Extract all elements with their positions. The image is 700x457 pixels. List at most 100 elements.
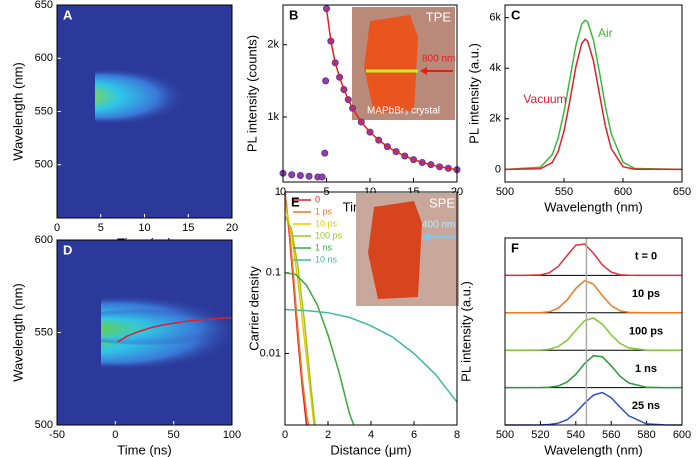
y-axis-label: PL intensity (counts) (244, 35, 259, 152)
x-tick-label: 10 (138, 222, 150, 234)
crystal (364, 15, 418, 113)
x-tick-label: 8 (454, 429, 460, 441)
x-tick-label: 580 (637, 429, 655, 441)
plot-frame (282, 4, 458, 183)
x-axis-label: Distance (μm) (330, 442, 411, 457)
data-point (305, 172, 313, 180)
y-tick-label: 0 (495, 163, 501, 175)
x-tick-label: 2 (325, 429, 331, 441)
x-tick-label: 6 (411, 429, 417, 441)
y-axis-label: Wavelength (nm) (10, 283, 25, 382)
strip-label: 100 ps (629, 325, 663, 337)
x-tick-label: 650 (673, 186, 691, 198)
inset-wavelength: 800 nm (422, 54, 455, 65)
crystal (368, 201, 422, 299)
spectrum-line (505, 243, 682, 277)
inset-sample: MAPbBr₃ crystal (367, 106, 440, 117)
legend-label: 100 ps (315, 230, 343, 240)
y-axis-label: PL intensity (a.u.) (458, 281, 473, 382)
series-line (284, 308, 458, 403)
y-tick-label: 2k (267, 39, 279, 51)
data-point (318, 173, 326, 181)
y-axis-label: PL intensity (a.u.) (466, 43, 481, 144)
x-tick-label: 20 (226, 222, 238, 234)
data-point (321, 149, 329, 157)
plot-frame (284, 191, 458, 426)
legend-label: 1 ns (315, 242, 333, 252)
series-line (284, 215, 316, 426)
x-axis-label: Wavelength (nm) (544, 199, 643, 214)
x-tick-label: 520 (531, 429, 549, 441)
y-tick-label: 600 (35, 52, 53, 64)
x-tick-label: 560 (602, 429, 620, 441)
spectrum-line (505, 317, 682, 351)
legend-label: 1 ps (315, 206, 333, 216)
y-tick-label: 0.1 (266, 267, 281, 279)
series-label: Vacuum (523, 92, 566, 106)
y-tick-label: 1 (275, 186, 281, 198)
series-line (325, 8, 458, 171)
strip-label: 10 ps (632, 288, 660, 300)
x-tick-label: 550 (555, 186, 573, 198)
legend-label: 0 (315, 194, 320, 204)
plot-frame (504, 4, 683, 183)
y-tick-label: 550 (35, 326, 53, 338)
x-tick-label: 500 (496, 429, 514, 441)
series-line (117, 316, 233, 343)
y-tick-label: 600 (35, 234, 53, 246)
x-axis-label: Wavelength (nm) (544, 442, 643, 457)
legend-label: 10 ps (315, 218, 338, 228)
x-tick-label: 5 (98, 222, 104, 234)
spectrum-line (505, 354, 682, 389)
y-tick-label: 0.01 (260, 347, 281, 359)
x-tick-label: 0 (282, 429, 288, 441)
heatmap-blob (95, 68, 189, 125)
x-tick-label: 600 (614, 186, 632, 198)
strip-label: 25 ns (632, 400, 660, 412)
y-tick-label: 500 (35, 159, 53, 171)
inset-mode: TPE (426, 9, 452, 24)
x-tick-label: 15 (182, 222, 194, 234)
strip-label: t = 0 (635, 251, 657, 263)
panel-label: A (63, 7, 73, 22)
plot-frame (56, 239, 233, 426)
panel-label: C (511, 7, 521, 22)
strip-label: 1 ns (635, 363, 657, 375)
series-line (284, 193, 310, 426)
x-tick-label: 540 (567, 429, 585, 441)
x-tick-label: 500 (496, 186, 514, 198)
panel-label: E (291, 194, 300, 209)
y-tick-label: 6k (489, 12, 501, 24)
y-tick-label: 650 (35, 0, 53, 11)
spectrum-line (505, 279, 682, 314)
panel-label: B (289, 7, 298, 22)
laser-arrowhead (422, 232, 430, 242)
series-line (504, 38, 683, 171)
x-tick-label: 0 (112, 429, 118, 441)
y-axis-label: Wavelength (nm) (10, 62, 25, 161)
series-line (504, 19, 683, 171)
series-line (284, 271, 355, 426)
x-tick-label: 4 (368, 429, 374, 441)
data-point (296, 171, 304, 179)
y-tick-label: 4k (489, 62, 501, 74)
data-point (322, 77, 330, 85)
x-tick-label: 0 (54, 222, 60, 234)
inset-mode: SPE (429, 195, 455, 210)
y-tick-label: 500 (35, 419, 53, 431)
data-point (288, 171, 296, 179)
inset-wavelength: 400 nm (422, 220, 455, 231)
plot-frame (56, 4, 233, 219)
series-label: Air (598, 26, 613, 40)
y-tick-label: 550 (35, 105, 53, 117)
x-axis-label: Time (ns) (117, 442, 171, 457)
y-tick-label: 1k (267, 111, 279, 123)
panel-label: D (63, 242, 72, 257)
legend-label: 10 ns (315, 254, 338, 264)
y-tick-label: 2k (489, 113, 501, 125)
y-axis-label: Carrier density (246, 266, 261, 351)
x-tick-label: -50 (49, 429, 65, 441)
heatmap-fan (101, 295, 232, 370)
x-tick-label: 100 (223, 429, 241, 441)
